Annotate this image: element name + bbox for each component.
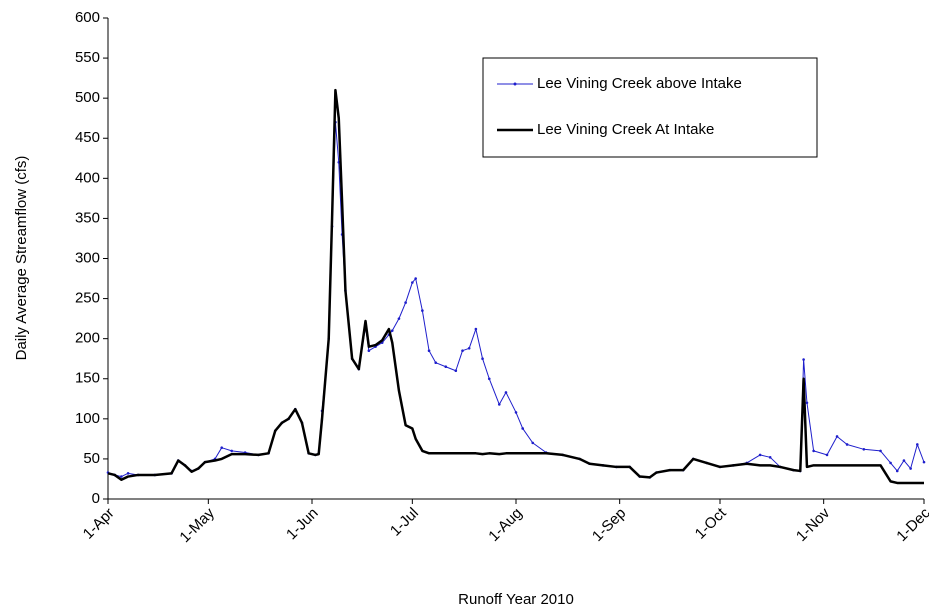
y-tick-label: 450 <box>75 129 100 146</box>
point <box>758 453 762 457</box>
point <box>805 401 809 405</box>
point <box>845 443 849 446</box>
point <box>812 449 815 453</box>
point <box>916 443 919 446</box>
point <box>474 327 478 331</box>
point <box>514 411 518 414</box>
point <box>768 456 772 459</box>
y-tick-label: 550 <box>75 49 100 66</box>
legend-label: Lee Vining Creek above Intake <box>537 75 742 92</box>
point <box>487 377 491 381</box>
point <box>444 365 448 369</box>
point <box>895 469 899 473</box>
point <box>531 441 535 445</box>
point <box>521 427 524 430</box>
legend-marker <box>513 82 517 86</box>
legend-label: Lee Vining Creek At Intake <box>537 121 714 138</box>
y-tick-label: 350 <box>75 209 100 226</box>
x-axis-label: Runoff Year 2010 <box>458 591 574 608</box>
x-tick-label: 1-Sep <box>589 505 629 545</box>
x-tick-label: 1-Apr <box>80 505 118 543</box>
y-tick-label: 250 <box>75 290 100 307</box>
point <box>427 349 431 352</box>
point <box>835 435 839 438</box>
point <box>126 472 130 475</box>
point <box>414 277 417 280</box>
point <box>230 449 234 453</box>
point <box>397 317 401 320</box>
point <box>411 281 414 284</box>
point <box>909 467 912 470</box>
y-tick-label: 600 <box>75 9 100 26</box>
y-tick-label: 100 <box>75 410 100 427</box>
x-tick-label: 1-Oct <box>692 504 731 543</box>
point <box>497 403 501 406</box>
x-tick-label: 1-Jun <box>283 505 322 544</box>
point <box>862 447 866 451</box>
point <box>367 349 371 352</box>
legend-box <box>482 57 818 158</box>
point <box>404 301 407 304</box>
x-tick-label: 1-May <box>176 504 218 546</box>
point <box>421 309 424 312</box>
point <box>889 461 892 465</box>
y-tick-label: 200 <box>75 330 100 347</box>
x-tick-label: 1-Aug <box>485 505 525 545</box>
point <box>504 391 508 394</box>
point <box>220 446 224 449</box>
y-tick-label: 500 <box>75 89 100 106</box>
point <box>467 346 471 350</box>
x-tick-label: 1-Nov <box>793 504 834 545</box>
point <box>461 349 464 352</box>
x-tick-label: 1-Jul <box>387 505 422 540</box>
y-tick-label: 300 <box>75 249 100 266</box>
y-tick-label: 0 <box>92 490 100 507</box>
y-tick-label: 400 <box>75 169 100 186</box>
y-tick-label: 50 <box>83 450 100 467</box>
point <box>120 475 123 478</box>
point <box>390 329 394 332</box>
point <box>879 449 882 453</box>
point <box>434 361 438 365</box>
y-tick-label: 150 <box>75 370 100 387</box>
point <box>454 369 458 373</box>
x-tick-label: 1-Dec <box>893 504 929 545</box>
series-line <box>107 88 924 485</box>
point <box>825 453 829 457</box>
point <box>481 357 484 361</box>
point <box>922 460 926 464</box>
point <box>902 459 906 462</box>
point <box>802 358 805 361</box>
y-axis-label: Daily Average Streamflow (cfs) <box>13 156 30 361</box>
